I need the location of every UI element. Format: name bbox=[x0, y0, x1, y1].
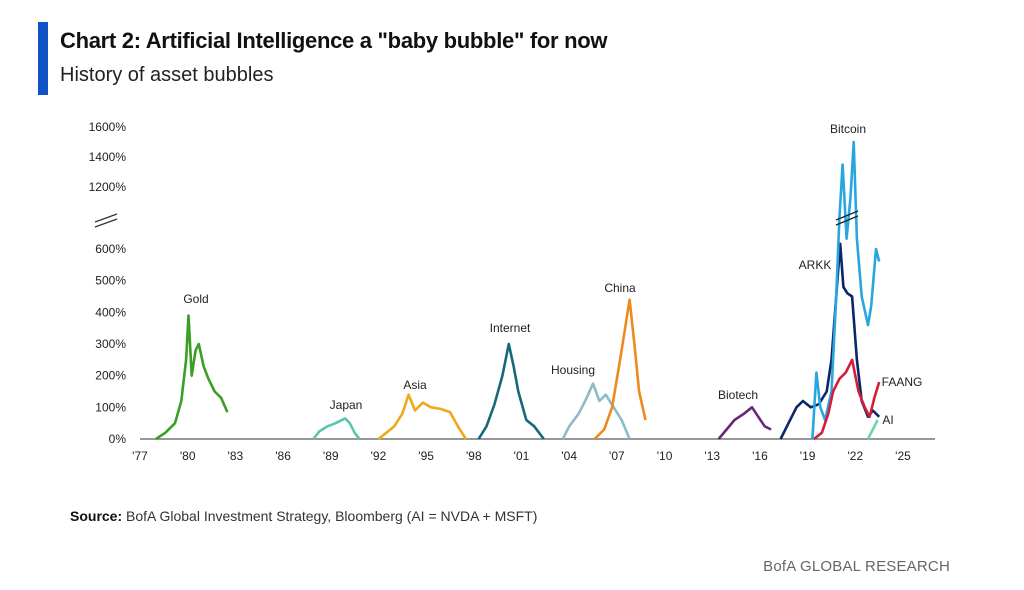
source-note: Source: BofA Global Investment Strategy,… bbox=[70, 508, 537, 524]
series-label-faang: FAANG bbox=[882, 375, 923, 389]
x-tick-label: '13 bbox=[704, 449, 720, 463]
brand-footer: BofA GLOBAL RESEARCH bbox=[763, 558, 950, 575]
series-line-asia bbox=[377, 393, 467, 441]
x-tick-label: '04 bbox=[561, 449, 577, 463]
series-label-japan: Japan bbox=[330, 398, 363, 412]
series-line-faang bbox=[813, 358, 881, 441]
series-line-ai bbox=[866, 419, 879, 440]
series-label-bitcoin: Bitcoin bbox=[830, 122, 866, 136]
series-line-china bbox=[593, 298, 647, 440]
x-tick-label: '19 bbox=[800, 449, 816, 463]
y-tick-label: 300% bbox=[95, 337, 126, 351]
series-lines bbox=[155, 140, 881, 441]
page-title: Chart 2: Artificial Intelligence a "baby… bbox=[60, 28, 608, 53]
series-line-gold bbox=[155, 314, 229, 441]
x-tick-label: '01 bbox=[514, 449, 530, 463]
chart: 0% 100% 200% 300% 400% 500% 600% 1200% 1400% 1600… bbox=[89, 120, 935, 463]
x-tick-label: '25 bbox=[895, 449, 911, 463]
x-tick-label: '92 bbox=[371, 449, 387, 463]
x-tick-label: '89 bbox=[323, 449, 339, 463]
page-subtitle: History of asset bubbles bbox=[60, 64, 274, 86]
y-tick-label: 500% bbox=[95, 274, 126, 288]
series-line-japan bbox=[312, 417, 361, 440]
source-label: Source: bbox=[70, 508, 123, 524]
y-axis: 0% 100% 200% 300% 400% 500% 600% 1200% 1400% 1600… bbox=[89, 120, 127, 446]
y-tick-label: 0% bbox=[109, 432, 127, 446]
series-label-housing: Housing bbox=[551, 363, 595, 377]
y-tick-label: 1400% bbox=[89, 150, 127, 164]
y-tick-label: 1600% bbox=[89, 120, 127, 134]
x-tick-label: '83 bbox=[228, 449, 244, 463]
series-label-asia: Asia bbox=[403, 378, 427, 392]
axis-break-icon bbox=[94, 213, 118, 228]
x-tick-label: '95 bbox=[418, 449, 434, 463]
x-axis: '77 '80 '83 '86 '89 '92 '95 '98 '01 '04 '07 '10 '13 '… bbox=[132, 438, 935, 463]
series-label-ai: AI bbox=[882, 413, 893, 427]
accent-bar bbox=[38, 22, 48, 95]
y-tick-label: 100% bbox=[95, 400, 126, 414]
series-line-biotech bbox=[717, 406, 772, 440]
series-labels: Gold Japan Asia Internet Housing China Biotech… bbox=[183, 122, 922, 427]
x-tick-label: '77 bbox=[132, 449, 148, 463]
series-line-bitcoin bbox=[811, 140, 881, 440]
y-tick-label: 400% bbox=[95, 305, 126, 319]
x-tick-label: '98 bbox=[466, 449, 482, 463]
series-line-internet bbox=[477, 342, 545, 440]
x-tick-label: '86 bbox=[275, 449, 291, 463]
series-label-arkk: ARKK bbox=[799, 258, 832, 272]
series-label-internet: Internet bbox=[490, 321, 531, 335]
x-tick-label: '07 bbox=[609, 449, 625, 463]
bitcoin-break-icon bbox=[835, 210, 859, 226]
y-tick-label: 600% bbox=[95, 242, 126, 256]
y-tick-label: 1200% bbox=[89, 180, 127, 194]
x-tick-label: '22 bbox=[847, 449, 863, 463]
x-tick-label: '80 bbox=[180, 449, 196, 463]
source-text: BofA Global Investment Strategy, Bloombe… bbox=[126, 508, 538, 524]
series-label-biotech: Biotech bbox=[718, 388, 758, 402]
x-tick-label: '10 bbox=[657, 449, 673, 463]
series-line-housing bbox=[561, 382, 631, 440]
series-label-gold: Gold bbox=[183, 292, 208, 306]
x-tick-label: '16 bbox=[752, 449, 768, 463]
y-tick-label: 200% bbox=[95, 369, 126, 383]
series-label-china: China bbox=[604, 281, 636, 295]
